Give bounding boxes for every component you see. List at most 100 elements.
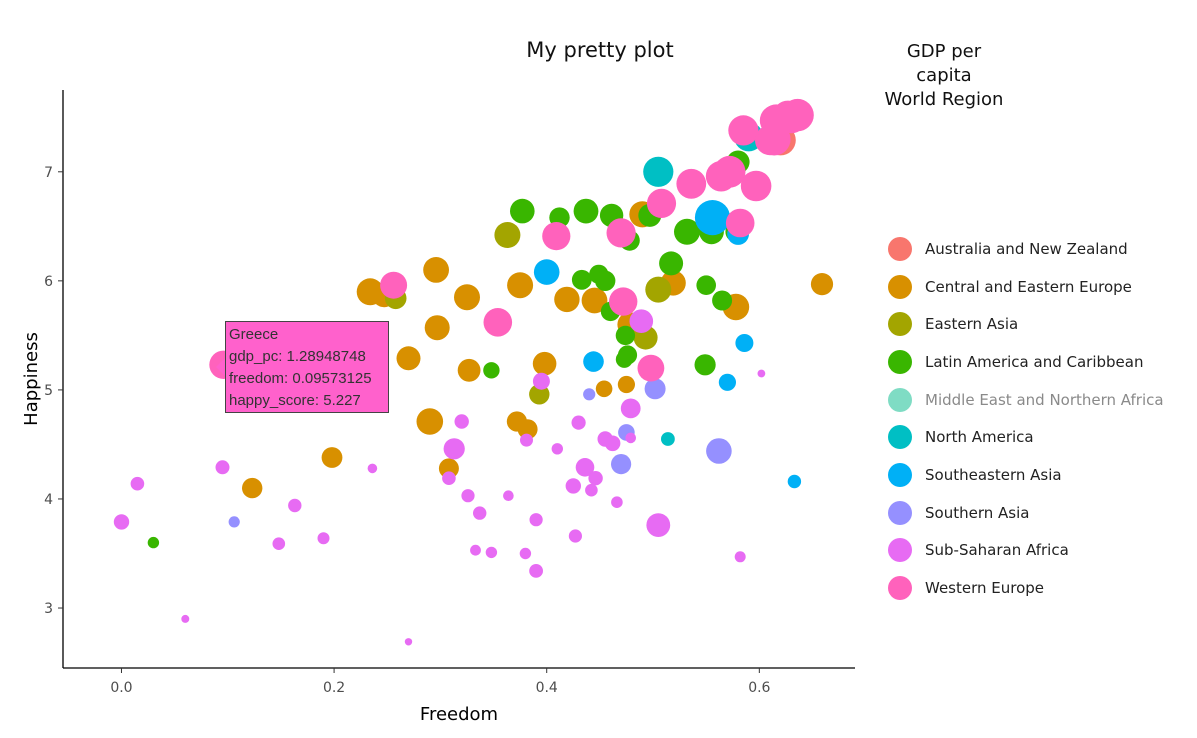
data-point[interactable]: [735, 334, 754, 352]
data-point[interactable]: [718, 373, 737, 391]
data-point[interactable]: [510, 198, 535, 224]
data-point[interactable]: [533, 259, 560, 285]
data-point[interactable]: [676, 168, 707, 199]
data-point[interactable]: [554, 286, 580, 313]
data-point[interactable]: [588, 471, 603, 486]
data-point[interactable]: [568, 529, 583, 543]
data-point[interactable]: [532, 372, 550, 390]
data-point[interactable]: [609, 287, 638, 316]
data-point[interactable]: [583, 388, 596, 401]
data-point[interactable]: [757, 122, 791, 156]
data-point[interactable]: [424, 315, 450, 341]
data-point[interactable]: [242, 477, 263, 499]
data-point[interactable]: [646, 513, 671, 537]
data-point[interactable]: [454, 414, 469, 429]
data-point[interactable]: [585, 483, 598, 497]
data-point[interactable]: [520, 433, 533, 447]
data-point[interactable]: [595, 380, 613, 398]
data-point[interactable]: [625, 432, 636, 444]
data-point[interactable]: [551, 443, 563, 455]
data-point[interactable]: [565, 478, 581, 494]
legend-item[interactable]: Australia and New Zealand: [880, 230, 1180, 268]
data-point[interactable]: [380, 271, 408, 299]
data-point[interactable]: [130, 476, 145, 491]
data-point[interactable]: [573, 198, 599, 224]
data-point[interactable]: [787, 474, 802, 489]
data-point[interactable]: [113, 514, 130, 530]
data-point[interactable]: [483, 308, 513, 337]
data-point[interactable]: [696, 275, 716, 296]
data-point[interactable]: [367, 463, 378, 474]
data-point[interactable]: [473, 506, 487, 520]
data-point[interactable]: [542, 222, 571, 251]
legend-item[interactable]: North America: [880, 418, 1180, 456]
legend-item[interactable]: Middle East and Northern Africa: [880, 381, 1180, 419]
data-point[interactable]: [725, 208, 755, 238]
data-point[interactable]: [321, 447, 343, 468]
data-point[interactable]: [637, 354, 665, 382]
data-point[interactable]: [507, 272, 534, 299]
data-point[interactable]: [604, 435, 621, 452]
data-point[interactable]: [396, 346, 421, 371]
data-point[interactable]: [617, 375, 636, 394]
data-point[interactable]: [147, 536, 160, 549]
data-point[interactable]: [694, 354, 716, 376]
data-point[interactable]: [483, 362, 500, 379]
data-point[interactable]: [519, 547, 532, 560]
data-point[interactable]: [645, 276, 672, 303]
legend-item[interactable]: Sub-Saharan Africa: [880, 532, 1180, 570]
data-point[interactable]: [529, 564, 543, 578]
data-point[interactable]: [694, 200, 731, 236]
data-point[interactable]: [581, 287, 608, 314]
data-point[interactable]: [643, 156, 674, 187]
data-point[interactable]: [611, 454, 632, 475]
legend-item[interactable]: Southern Asia: [880, 494, 1180, 532]
data-point[interactable]: [706, 438, 732, 464]
data-point[interactable]: [529, 513, 543, 527]
data-point[interactable]: [317, 532, 330, 545]
data-point[interactable]: [457, 358, 481, 382]
data-point[interactable]: [728, 115, 759, 146]
data-point[interactable]: [629, 309, 654, 334]
data-point[interactable]: [571, 269, 592, 290]
data-point[interactable]: [215, 460, 230, 475]
legend-item[interactable]: Latin America and Caribbean: [880, 343, 1180, 381]
data-point[interactable]: [646, 188, 677, 218]
data-point[interactable]: [532, 351, 557, 376]
legend-item[interactable]: Central and Eastern Europe: [880, 268, 1180, 306]
data-point[interactable]: [272, 537, 286, 550]
data-point[interactable]: [734, 551, 746, 563]
data-point[interactable]: [661, 432, 675, 446]
data-point[interactable]: [595, 270, 616, 291]
data-point[interactable]: [423, 257, 449, 283]
data-point[interactable]: [470, 544, 481, 556]
data-point[interactable]: [757, 369, 766, 378]
legend-item[interactable]: Southeastern Asia: [880, 456, 1180, 494]
data-point[interactable]: [443, 438, 465, 460]
data-point[interactable]: [461, 489, 475, 503]
data-point[interactable]: [181, 614, 190, 623]
data-point[interactable]: [288, 498, 302, 513]
data-point[interactable]: [712, 290, 733, 311]
data-point[interactable]: [438, 458, 459, 479]
data-point[interactable]: [615, 325, 636, 346]
data-point[interactable]: [606, 218, 636, 248]
data-point[interactable]: [611, 496, 623, 509]
data-point[interactable]: [740, 170, 772, 202]
data-point[interactable]: [442, 471, 456, 486]
data-point[interactable]: [775, 101, 808, 134]
data-point[interactable]: [503, 490, 514, 502]
data-point[interactable]: [644, 378, 666, 400]
data-point[interactable]: [583, 351, 604, 372]
data-point[interactable]: [674, 218, 700, 245]
data-point[interactable]: [615, 350, 633, 368]
legend-item[interactable]: Eastern Asia: [880, 305, 1180, 343]
data-point[interactable]: [659, 251, 684, 276]
data-point[interactable]: [529, 384, 550, 405]
data-point[interactable]: [228, 516, 240, 528]
data-point[interactable]: [571, 415, 586, 430]
data-point[interactable]: [575, 458, 595, 477]
data-point[interactable]: [404, 638, 413, 646]
data-point[interactable]: [485, 546, 498, 559]
data-point[interactable]: [416, 408, 444, 435]
